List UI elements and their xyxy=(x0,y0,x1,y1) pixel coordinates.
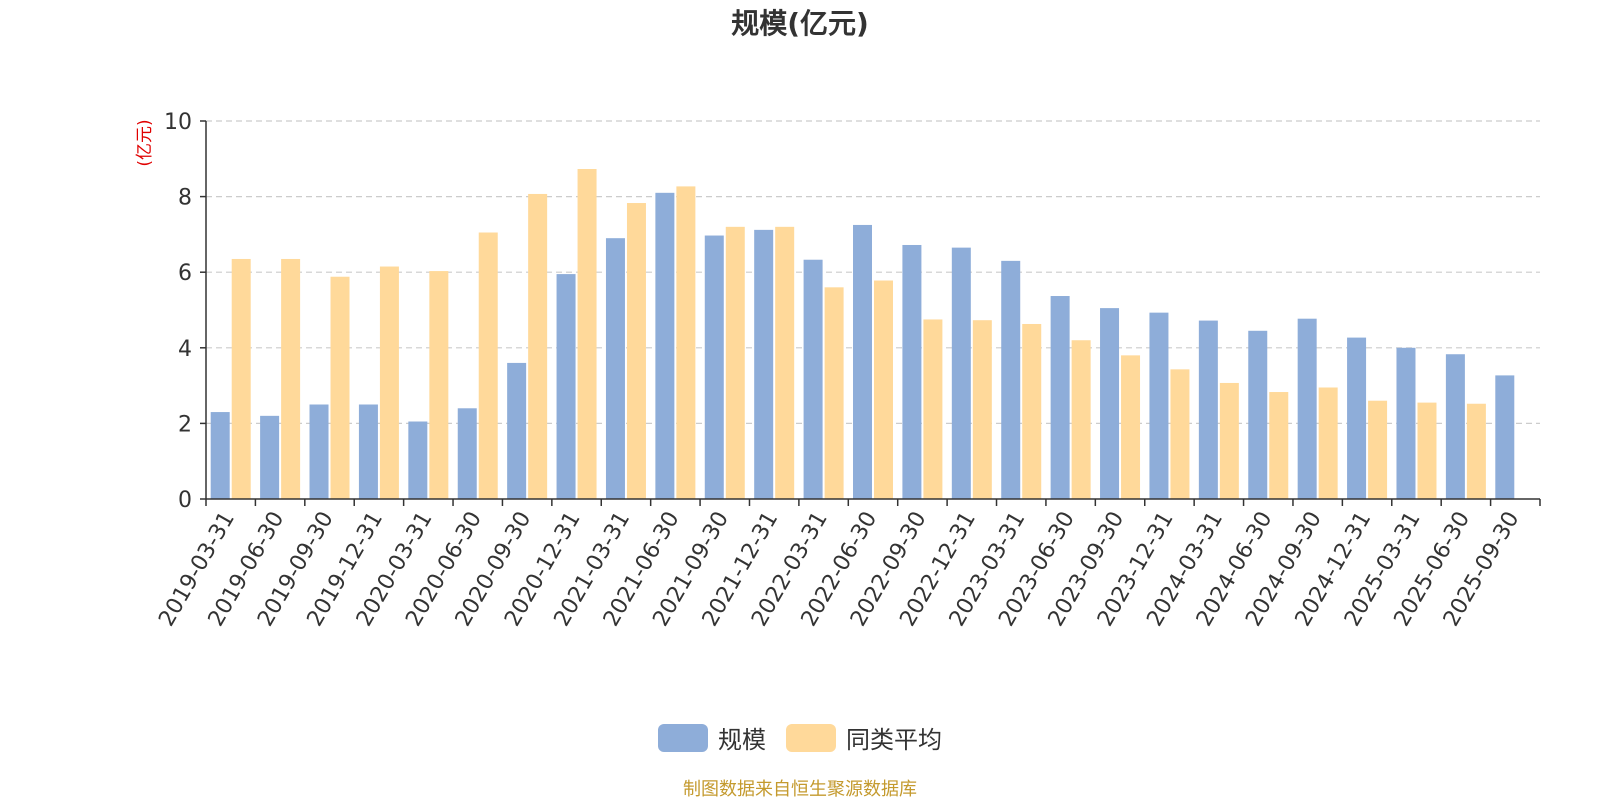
bar-scale[interactable] xyxy=(1396,347,1416,499)
bar-peer-average[interactable] xyxy=(1121,355,1141,499)
bar-peer-average[interactable] xyxy=(1466,403,1486,499)
bar-scale[interactable] xyxy=(556,274,576,499)
bar-peer-average[interactable] xyxy=(379,266,399,499)
bar-peer-average[interactable] xyxy=(824,287,844,499)
bar-peer-average[interactable] xyxy=(478,232,498,499)
bar-scale[interactable] xyxy=(803,259,823,499)
bar-scale[interactable] xyxy=(1347,337,1367,499)
y-axis-unit-label: (亿元) xyxy=(135,119,155,166)
bar-peer-average[interactable] xyxy=(1170,369,1190,499)
bar-scale[interactable] xyxy=(655,192,675,499)
bar-peer-average[interactable] xyxy=(1269,392,1289,499)
source-note: 制图数据来自恒生聚源数据库 xyxy=(683,779,917,800)
grid-lines xyxy=(206,120,1540,424)
axes xyxy=(200,120,1541,506)
bar-scale[interactable] xyxy=(902,244,922,499)
bar-scale[interactable] xyxy=(1445,354,1465,499)
legend-label-scale: 规模 xyxy=(718,726,766,754)
bar-scale[interactable] xyxy=(408,421,428,499)
bar-scale[interactable] xyxy=(951,247,971,499)
bar-scale[interactable] xyxy=(457,408,477,499)
bar-peer-average[interactable] xyxy=(281,258,301,499)
bars xyxy=(210,169,1515,500)
legend-item-scale[interactable]: 规模 xyxy=(658,720,766,755)
bar-peer-average[interactable] xyxy=(1071,340,1091,499)
bar-scale[interactable] xyxy=(358,404,378,500)
bar-scale[interactable] xyxy=(1050,296,1070,499)
chart-title: 规模(亿元) xyxy=(731,7,869,40)
bar-scale[interactable] xyxy=(1495,375,1515,499)
bar-scale[interactable] xyxy=(1001,260,1021,499)
bar-peer-average[interactable] xyxy=(1368,400,1388,499)
bar-scale[interactable] xyxy=(1100,308,1120,499)
bar-peer-average[interactable] xyxy=(923,319,943,499)
bar-peer-average[interactable] xyxy=(874,280,893,499)
bar-peer-average[interactable] xyxy=(231,258,251,499)
bar-peer-average[interactable] xyxy=(1022,323,1042,499)
y-tick-label: 8 xyxy=(178,186,192,211)
bar-scale[interactable] xyxy=(1248,330,1268,499)
bar-scale[interactable] xyxy=(260,415,280,499)
bar-peer-average[interactable] xyxy=(676,186,696,500)
bar-peer-average[interactable] xyxy=(1318,387,1338,499)
bar-scale[interactable] xyxy=(605,238,625,499)
y-tick-label: 4 xyxy=(178,337,192,362)
bar-peer-average[interactable] xyxy=(330,276,350,499)
bar-peer-average[interactable] xyxy=(1417,402,1437,499)
bar-scale[interactable] xyxy=(754,229,774,499)
bar-peer-average[interactable] xyxy=(972,320,992,499)
y-tick-label: 10 xyxy=(164,110,192,135)
y-tick-label: 0 xyxy=(178,488,192,513)
bar-peer-average[interactable] xyxy=(577,169,597,500)
bar-peer-average[interactable] xyxy=(626,203,646,499)
legend-label-peer-average: 同类平均 xyxy=(846,726,942,754)
bar-scale[interactable] xyxy=(853,224,872,499)
y-tick-label: 6 xyxy=(178,261,192,286)
bar-peer-average[interactable] xyxy=(725,226,745,499)
bar-scale[interactable] xyxy=(704,235,724,499)
bar-scale[interactable] xyxy=(309,404,329,500)
legend: 规模 同类平均 xyxy=(0,720,1600,755)
legend-swatch-peer-average xyxy=(786,723,836,752)
bar-scale[interactable] xyxy=(1149,312,1169,499)
bar-scale[interactable] xyxy=(1198,320,1218,499)
bar-peer-average[interactable] xyxy=(1219,382,1239,499)
bar-scale[interactable] xyxy=(507,362,527,499)
bar-peer-average[interactable] xyxy=(429,271,449,499)
legend-item-peer-average[interactable]: 同类平均 xyxy=(786,720,942,755)
bar-scale[interactable] xyxy=(210,412,230,499)
legend-swatch-scale xyxy=(658,723,708,752)
bar-peer-average[interactable] xyxy=(775,226,795,499)
bar-peer-average[interactable] xyxy=(528,193,548,500)
bar-chart: 02468102019-03-312019-06-302019-09-30201… xyxy=(135,110,1541,631)
bar-scale[interactable] xyxy=(1297,318,1317,499)
y-tick-label: 2 xyxy=(178,412,192,437)
